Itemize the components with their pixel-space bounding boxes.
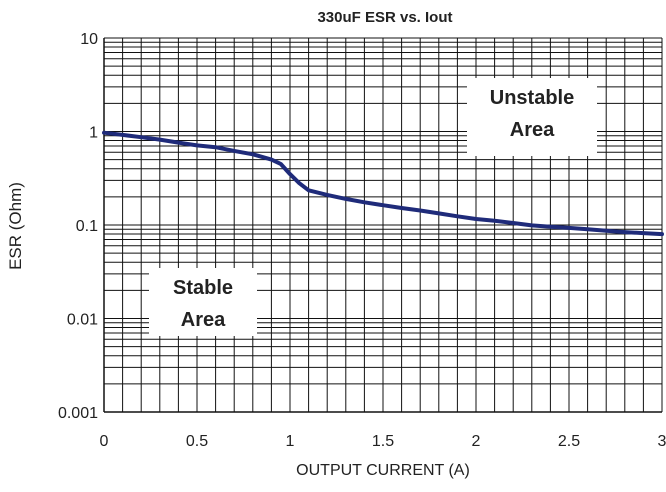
- y-tick-label: 0.1: [76, 218, 98, 235]
- x-tick-label: 0: [100, 433, 109, 450]
- y-axis-label: ESR (Ohm): [6, 182, 25, 270]
- annotation-box: [149, 268, 257, 336]
- annotation-text: Area: [181, 309, 226, 331]
- x-tick-label: 1: [286, 433, 295, 450]
- y-tick-label: 0.01: [67, 312, 98, 329]
- annotation-text: Area: [510, 119, 555, 141]
- series-line: [102, 130, 664, 237]
- x-axis-label: OUTPUT CURRENT (A): [296, 462, 470, 479]
- x-tick-label: 2.5: [558, 433, 580, 450]
- chart-title: 330uF ESR vs. Iout: [317, 9, 452, 26]
- x-tick-label: 0.5: [186, 433, 208, 450]
- y-tick-label: 1: [89, 125, 98, 142]
- annotation-box: [467, 78, 597, 156]
- y-tick-label: 0.001: [58, 405, 98, 422]
- annotation-text: Stable: [173, 277, 233, 299]
- annotations: Unstable Area Stable Area: [149, 78, 597, 336]
- x-tick-label: 3: [658, 433, 666, 450]
- tick-labels: 0 0.5 1 1.5 2 2.5 3 0.001 0.01 0.1 1 10: [58, 31, 666, 450]
- series-layer: [102, 130, 664, 237]
- y-tick-label: 10: [80, 31, 98, 48]
- x-tick-label: 2: [472, 433, 481, 450]
- x-tick-label: 1.5: [372, 433, 394, 450]
- annotation-text: Unstable: [490, 87, 574, 109]
- grid: [103, 37, 663, 413]
